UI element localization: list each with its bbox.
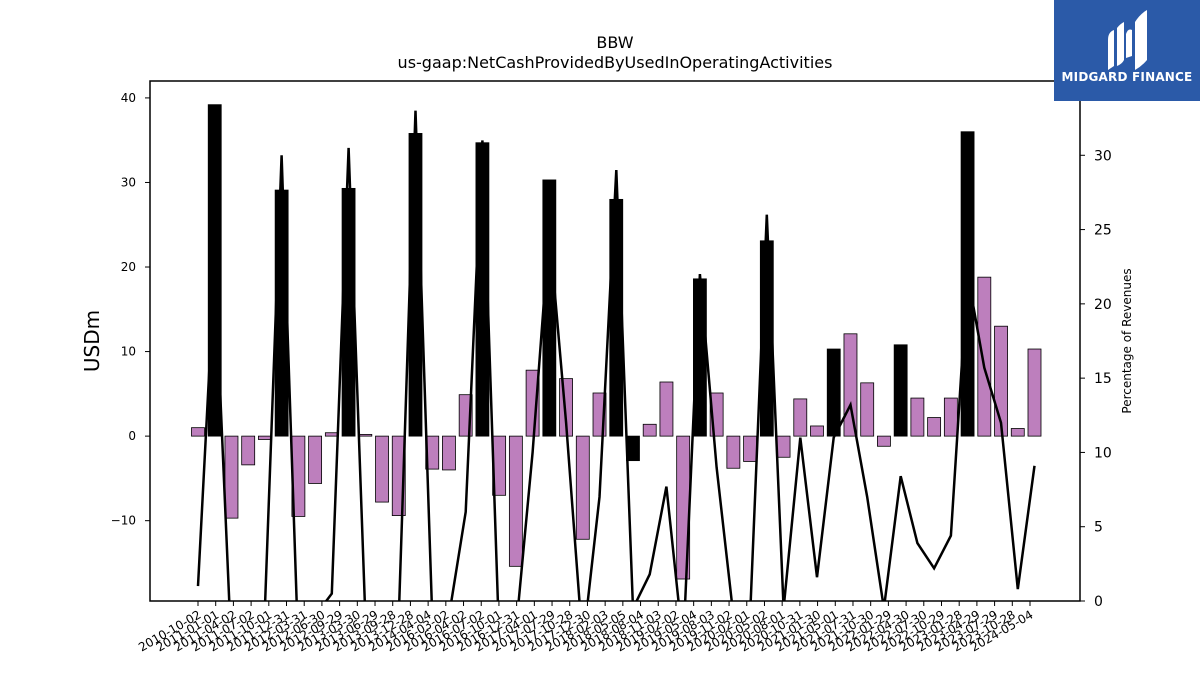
y2-tick-label: 25 (1094, 223, 1112, 239)
bar (241, 435, 256, 466)
bar (726, 435, 741, 469)
bar (341, 187, 356, 437)
plot-frame (149, 80, 1081, 602)
y2-tick-label: 0 (1094, 594, 1103, 610)
bar (258, 435, 272, 440)
y-tick-label: 10 (121, 345, 136, 359)
bar (776, 435, 791, 458)
midgard-logo-icon (1108, 10, 1147, 70)
bar (308, 435, 323, 484)
bar (893, 344, 908, 437)
bar (826, 348, 841, 437)
bar (191, 427, 205, 437)
midgard-logo: MIDGARD FINANCE (1054, 0, 1200, 101)
bar (542, 179, 557, 437)
y2-tick-label: 20 (1094, 297, 1112, 313)
x-axis: 2010-10-022011-01-012011-04-022011-07-02… (136, 601, 1036, 654)
y-axis-label: USDm (80, 310, 104, 372)
bar (843, 333, 858, 437)
y-axis-left: −10 0 10 20 30 40 (111, 91, 150, 528)
bar (927, 417, 942, 437)
bar (1027, 348, 1042, 437)
chart-title: BBW (596, 33, 633, 52)
y2-tick-label: 5 (1094, 520, 1103, 536)
bar (375, 435, 389, 503)
bar (508, 435, 523, 567)
bar (877, 435, 891, 447)
bar (943, 397, 958, 437)
y2-tick-label: 10 (1094, 445, 1112, 461)
bar (793, 398, 808, 437)
bar (659, 381, 674, 437)
logo-text: MIDGARD FINANCE (1061, 70, 1193, 84)
bar (575, 435, 590, 540)
y-axis-right: 0 5 10 15 20 25 30 (1080, 148, 1112, 610)
bar (810, 425, 824, 437)
bar (860, 382, 875, 437)
bars-layer (191, 104, 1042, 580)
y2-tick-label: 30 (1094, 148, 1112, 164)
chart-subtitle: us-gaap:NetCashProvidedByUsedInOperating… (398, 53, 833, 72)
bar (977, 276, 992, 437)
bar (224, 435, 239, 519)
y-tick-label: 0 (128, 429, 136, 443)
y2-tick-label: 15 (1094, 371, 1112, 387)
y-tick-label: −10 (111, 514, 136, 528)
y-tick-label: 20 (121, 260, 136, 274)
bar (358, 434, 373, 437)
y-tick-label: 30 (121, 175, 136, 189)
bar (442, 435, 456, 471)
bar (642, 423, 657, 437)
y-tick-label: 40 (121, 91, 136, 105)
bar (743, 435, 757, 462)
bar (324, 432, 339, 437)
bar (910, 397, 925, 437)
bar (1010, 428, 1025, 437)
pct-of-revenues-line (196, 110, 1036, 601)
y2-axis-label: Percentage of Revenues (1120, 268, 1134, 413)
